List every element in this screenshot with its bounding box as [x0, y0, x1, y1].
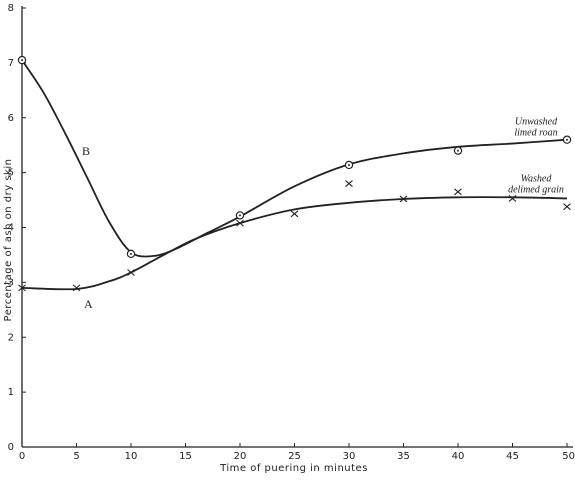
marker-dot — [566, 138, 568, 141]
x-tick-label: 30 — [343, 451, 356, 462]
x-tick-label: 20 — [234, 451, 247, 462]
y-axis-title: Percentage of ash on dry skin — [3, 159, 14, 322]
y-tick-label: 2 — [8, 332, 14, 343]
marker-dot — [239, 214, 241, 217]
marker-cross — [72, 284, 81, 292]
marker-cross — [454, 188, 462, 196]
data-point — [344, 160, 354, 170]
data-point — [563, 203, 571, 211]
data-point — [72, 284, 81, 292]
legend-label: limed roan — [514, 127, 557, 138]
marker-cross — [563, 203, 571, 211]
data-point — [562, 135, 572, 144]
data-point — [126, 249, 136, 259]
data-point — [345, 180, 353, 188]
marker-dot — [21, 59, 23, 62]
data-point — [508, 194, 517, 202]
marker-cross — [127, 269, 135, 276]
marker-cross — [345, 180, 353, 188]
x-tick-label: 25 — [288, 451, 301, 462]
fit-curve — [21, 59, 568, 258]
legend-label: Washed — [521, 173, 553, 184]
marker-cross — [508, 194, 517, 202]
x-axis-title: Time of puering in minutes — [219, 463, 368, 474]
x-tick-label: 35 — [397, 451, 410, 462]
marker-dot — [130, 252, 132, 255]
marker-dot — [457, 149, 459, 152]
data-point — [399, 195, 408, 203]
y-tick-label: 8 — [8, 3, 14, 14]
x-tick-label: 15 — [179, 451, 192, 462]
y-tick-label: 4 — [8, 223, 14, 234]
marker-cross — [18, 284, 26, 292]
curve-label: B — [82, 144, 90, 158]
data-point — [236, 219, 244, 227]
data-point — [290, 210, 299, 218]
x-tick-label: 5 — [73, 451, 79, 462]
x-tick-label: 45 — [506, 451, 519, 462]
marker-cross — [399, 195, 408, 203]
y-tick-label: 3 — [8, 277, 14, 288]
data-point — [235, 211, 245, 220]
data-point — [127, 269, 135, 276]
marker-dot — [348, 163, 350, 166]
y-tick-label: 5 — [8, 168, 14, 179]
data-point — [17, 55, 27, 65]
y-tick-label: 0 — [8, 442, 14, 453]
x-tick-label: 10 — [125, 451, 138, 462]
curve-label: A — [84, 297, 93, 311]
y-tick-label: 7 — [8, 58, 14, 69]
legend-label: delimed grain — [508, 184, 564, 195]
marker-cross — [290, 210, 299, 218]
x-tick-label: 40 — [452, 451, 465, 462]
y-tick-label: 1 — [8, 387, 14, 398]
marker-cross — [236, 219, 244, 227]
data-point — [18, 284, 26, 292]
y-tick-label: 6 — [8, 113, 14, 124]
data-point — [453, 146, 463, 155]
data-point — [454, 188, 462, 196]
legend-label: Unwashed — [515, 116, 558, 127]
x-tick-label: 50 — [562, 451, 575, 462]
x-tick-label: 0 — [19, 451, 25, 462]
